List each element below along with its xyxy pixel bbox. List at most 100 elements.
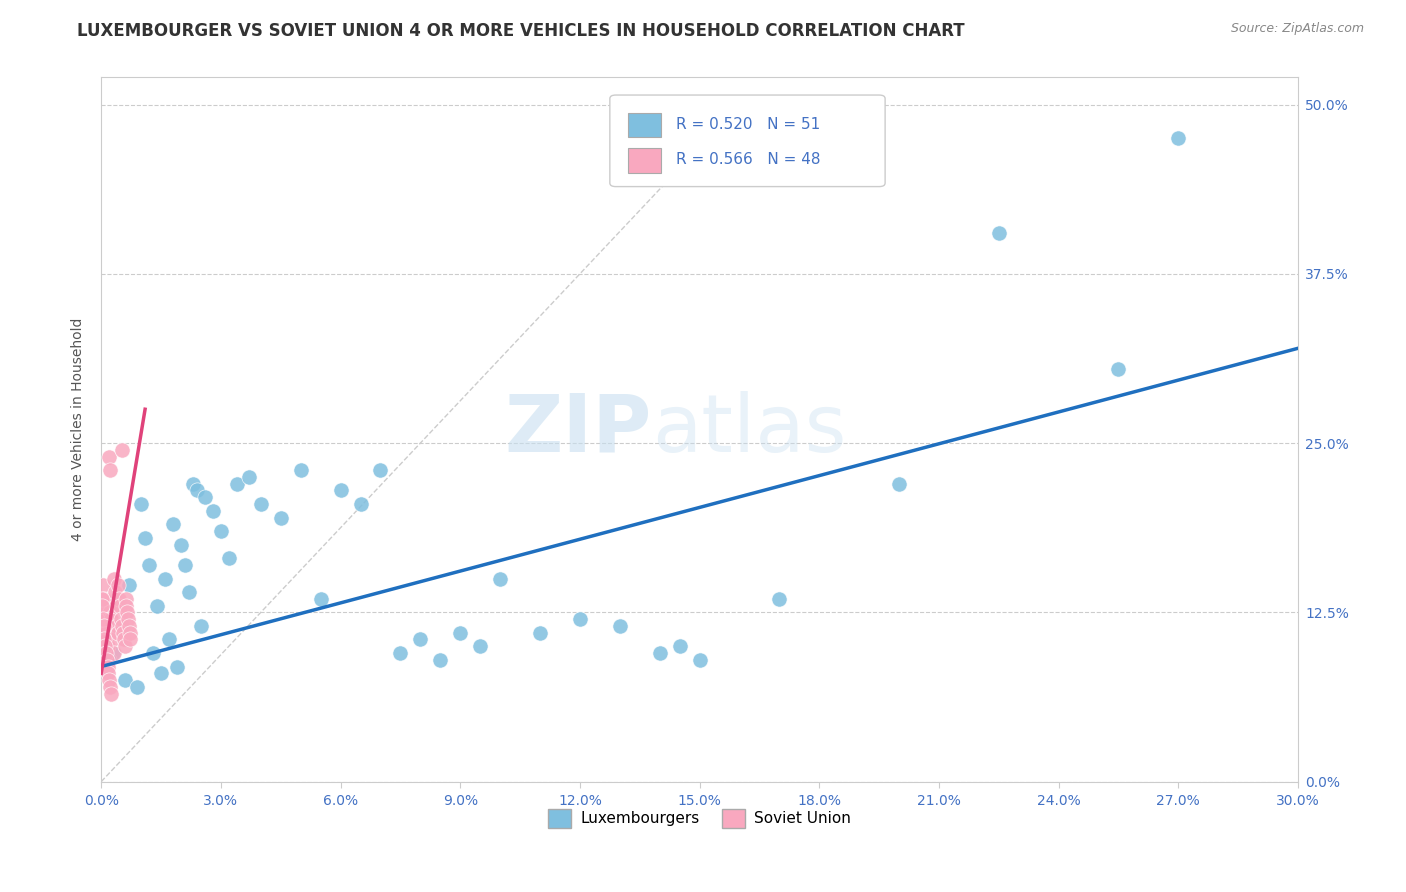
Point: [129, 497, 152, 511]
Point: [115, 599, 138, 613]
Point: [174, 558, 197, 572]
Point: [689, 653, 711, 667]
Point: [97, 666, 120, 681]
Point: [249, 497, 271, 511]
Point: [118, 625, 141, 640]
Point: [107, 578, 129, 592]
Point: [142, 646, 165, 660]
Point: [114, 673, 136, 687]
Point: [100, 612, 122, 626]
Point: [449, 625, 471, 640]
Point: [97, 450, 120, 464]
Point: [648, 646, 671, 660]
Point: [768, 591, 790, 606]
Point: [409, 632, 432, 647]
Point: [96, 625, 118, 640]
Point: [127, 680, 149, 694]
Point: [91, 591, 114, 606]
Point: [162, 517, 184, 532]
Point: [112, 632, 135, 647]
Point: [134, 531, 156, 545]
Text: Source: ZipAtlas.com: Source: ZipAtlas.com: [1230, 22, 1364, 36]
Point: [153, 572, 176, 586]
Point: [146, 599, 169, 613]
Point: [177, 585, 200, 599]
FancyBboxPatch shape: [610, 95, 886, 186]
Y-axis label: 4 or more Vehicles in Household: 4 or more Vehicles in Household: [72, 318, 86, 541]
Point: [105, 619, 128, 633]
Point: [529, 625, 551, 640]
Point: [108, 591, 131, 606]
Point: [94, 646, 117, 660]
Point: [97, 659, 120, 673]
Point: [987, 226, 1010, 240]
Point: [170, 538, 193, 552]
Point: [668, 639, 690, 653]
Point: [103, 646, 125, 660]
Point: [101, 646, 124, 660]
Point: [181, 476, 204, 491]
Point: [93, 632, 115, 647]
Point: [209, 524, 232, 538]
Text: ZIP: ZIP: [505, 391, 652, 468]
Point: [96, 632, 118, 647]
Point: [98, 673, 121, 687]
Point: [93, 591, 115, 606]
Point: [138, 558, 160, 572]
Point: [96, 653, 118, 667]
Text: R = 0.520   N = 51: R = 0.520 N = 51: [676, 117, 820, 132]
Point: [101, 632, 124, 647]
Point: [111, 442, 134, 457]
Point: [110, 619, 132, 633]
Point: [329, 483, 352, 498]
Text: atlas: atlas: [652, 391, 846, 468]
Point: [309, 591, 332, 606]
Point: [93, 619, 115, 633]
Point: [100, 687, 122, 701]
FancyBboxPatch shape: [628, 148, 661, 172]
Point: [94, 639, 117, 653]
Point: [194, 490, 217, 504]
Point: [887, 476, 910, 491]
Point: [108, 599, 131, 613]
Point: [349, 497, 371, 511]
Point: [91, 612, 114, 626]
Point: [115, 606, 138, 620]
Point: [568, 612, 591, 626]
Point: [107, 625, 129, 640]
Point: [118, 619, 141, 633]
Point: [290, 463, 312, 477]
Text: R = 0.566   N = 48: R = 0.566 N = 48: [676, 153, 820, 168]
Point: [120, 632, 142, 647]
Point: [429, 653, 451, 667]
FancyBboxPatch shape: [628, 112, 661, 137]
Point: [470, 639, 492, 653]
Point: [104, 585, 127, 599]
Point: [166, 659, 188, 673]
Point: [270, 510, 292, 524]
Point: [98, 680, 121, 694]
Point: [118, 578, 141, 592]
Point: [114, 639, 136, 653]
Point: [190, 619, 212, 633]
Point: [1108, 361, 1130, 376]
Point: [97, 639, 120, 653]
Point: [98, 463, 121, 477]
Point: [150, 666, 173, 681]
Point: [157, 632, 180, 647]
Point: [370, 463, 392, 477]
Point: [218, 551, 240, 566]
Point: [110, 612, 132, 626]
Point: [104, 599, 127, 613]
Point: [112, 625, 135, 640]
Point: [91, 578, 114, 592]
Point: [94, 612, 117, 626]
Point: [489, 572, 512, 586]
Point: [201, 504, 224, 518]
Point: [91, 599, 114, 613]
Point: [1167, 131, 1189, 145]
Text: LUXEMBOURGER VS SOVIET UNION 4 OR MORE VEHICLES IN HOUSEHOLD CORRELATION CHART: LUXEMBOURGER VS SOVIET UNION 4 OR MORE V…: [77, 22, 965, 40]
Point: [101, 625, 124, 640]
Point: [238, 470, 260, 484]
Point: [186, 483, 208, 498]
